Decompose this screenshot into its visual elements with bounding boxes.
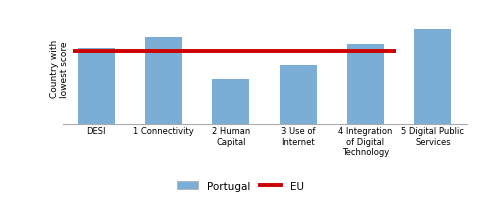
Legend: Portugal, EU: Portugal, EU [173,177,307,195]
Bar [279,65,316,124]
Bar [346,44,383,124]
Y-axis label: Country with
lowest score: Country with lowest score [50,40,69,98]
Bar [145,38,181,124]
Bar [77,49,114,124]
Bar [212,80,249,124]
Bar [413,30,450,124]
